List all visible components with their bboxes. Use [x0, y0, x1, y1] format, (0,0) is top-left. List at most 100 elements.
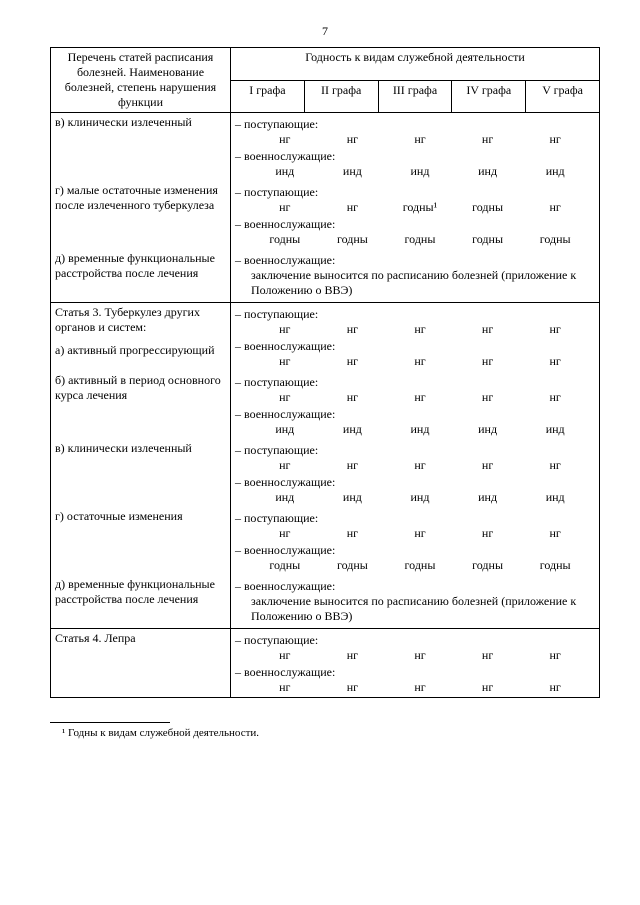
value-cell: инд: [386, 164, 454, 179]
value-row: нгнгнгнгнг: [235, 526, 595, 541]
row-data: – поступающие:нгнггодны¹годнынг– военнос…: [231, 181, 600, 249]
value-cell: инд: [251, 164, 319, 179]
header-label: Перечень статей расписания болезней. Наи…: [51, 48, 231, 113]
value-cell: инд: [521, 422, 589, 437]
value-cell: нг: [521, 680, 589, 695]
value-cell: нг: [319, 200, 387, 215]
value-cell: инд: [454, 164, 522, 179]
value-cell: нг: [521, 322, 589, 337]
table-row: г) малые остаточные изменения после изле…: [51, 181, 600, 249]
value-row: нгнгнгнгнг: [235, 322, 595, 337]
value-row: годныгодныгодныгодныгодны: [235, 232, 595, 247]
value-cell: инд: [386, 422, 454, 437]
value-row: нгнгнгнгнг: [235, 648, 595, 663]
table-row: Статья 4. Лепра – поступающие:нгнгнгнгнг –…: [51, 629, 600, 698]
subgroup-heading: – поступающие:: [235, 375, 595, 390]
table-body: в) клинически излеченный– поступающие:нг…: [51, 113, 600, 698]
row-data: – военнослужащие:заключение выносится по…: [231, 249, 600, 303]
value-cell: годны: [521, 558, 589, 573]
table-row: д) временные функциональные расстройства…: [51, 249, 600, 303]
row-data: – поступающие:нгнгнгнгнг – военнослужащие…: [231, 507, 600, 575]
subgroup-heading: – военнослужащие:: [235, 543, 595, 558]
page: 7 Перечень статей расписания болезней. Н…: [0, 0, 640, 769]
value-cell: нг: [521, 132, 589, 147]
row-data: – военнослужащие:заключение выносится по…: [231, 575, 600, 629]
value-cell: годны: [319, 232, 387, 247]
row-data: – поступающие:нгнгнгнгнг– военнослужащие…: [231, 371, 600, 439]
value-cell: нг: [386, 322, 454, 337]
table-row: в) клинически излеченный– поступающие:нг…: [51, 113, 600, 182]
value-cell: нг: [319, 526, 387, 541]
value-cell: нг: [521, 354, 589, 369]
value-cell: нг: [454, 322, 522, 337]
value-cell: нг: [386, 526, 454, 541]
subgroup-heading: – поступающие:: [235, 185, 595, 200]
value-cell: инд: [319, 422, 387, 437]
value-cell: нг: [251, 458, 319, 473]
value-cell: инд: [251, 422, 319, 437]
value-cell: нг: [319, 322, 387, 337]
table-row: б) активный в период основ­ного курса ле…: [51, 371, 600, 439]
value-row: индиндиндиндинд: [235, 490, 595, 505]
header-group: Годность к видам служебной деятельности: [231, 48, 600, 81]
value-cell: годны: [521, 232, 589, 247]
value-cell: годны: [386, 558, 454, 573]
value-cell: нг: [386, 648, 454, 663]
subgroup-heading: – поступающие:: [235, 511, 595, 526]
subgroup-heading: – поступающие:: [235, 633, 595, 648]
value-cell: нг: [521, 526, 589, 541]
value-cell: годны: [251, 232, 319, 247]
value-cell: инд: [319, 490, 387, 505]
column-header: IV графа: [452, 80, 526, 113]
value-cell: годны: [454, 232, 522, 247]
footnote-separator: [50, 722, 170, 723]
value-cell: нг: [251, 200, 319, 215]
row-data: – поступающие:нгнгнгнгнг– военнослужащие…: [231, 439, 600, 507]
value-cell: нг: [251, 390, 319, 405]
subgroup-heading: – военнослужащие:: [235, 407, 595, 422]
row-label: г) малые остаточные изменения после изле…: [51, 181, 231, 249]
row-data: – поступающие:нгнгнгнгнг– военнослужащие…: [231, 303, 600, 372]
table-row: д) временные функциональные расстройства…: [51, 575, 600, 629]
spanning-note: заключение выносится по расписанию болез…: [235, 268, 595, 300]
subgroup-heading: – поступающие:: [235, 307, 595, 322]
value-cell: инд: [251, 490, 319, 505]
value-cell: нг: [251, 322, 319, 337]
subgroup-heading: – военнослужащие:: [235, 665, 595, 680]
table-row: Статья 3. Туберкулез других органов и си…: [51, 303, 600, 372]
page-number: 7: [50, 24, 600, 39]
table-row: г) остаточные изменения– поступающие:нгн…: [51, 507, 600, 575]
subgroup-heading: – военнослужащие:: [235, 579, 595, 594]
value-cell: годны¹: [386, 200, 454, 215]
row-label: Статья 3. Туберкулез других органов и си…: [51, 303, 231, 372]
table-row: в) клинически излеченный– поступающие:нг…: [51, 439, 600, 507]
value-cell: нг: [319, 458, 387, 473]
value-cell: инд: [454, 422, 522, 437]
value-cell: инд: [319, 164, 387, 179]
value-cell: нг: [521, 200, 589, 215]
value-cell: годны: [251, 558, 319, 573]
value-cell: инд: [454, 490, 522, 505]
value-cell: нг: [386, 132, 454, 147]
value-cell: годны: [319, 558, 387, 573]
footnote: ¹ Годны к видам служебной деятельности.: [50, 727, 600, 739]
subgroup-heading: – военнослужащие:: [235, 253, 595, 268]
row-label: Статья 4. Лепра: [51, 629, 231, 698]
value-cell: нг: [454, 648, 522, 663]
column-header: I графа: [231, 80, 305, 113]
value-row: годныгодныгодныгодныгодны: [235, 558, 595, 573]
row-label: в) клинически излеченный: [51, 113, 231, 182]
value-cell: инд: [521, 164, 589, 179]
value-row: нгнгнгнгнг: [235, 132, 595, 147]
value-cell: нг: [386, 354, 454, 369]
value-cell: нг: [454, 390, 522, 405]
value-cell: инд: [386, 490, 454, 505]
value-cell: нг: [454, 526, 522, 541]
subgroup-heading: – поступающие:: [235, 443, 595, 458]
subgroup-heading: – военнослужащие:: [235, 217, 595, 232]
value-cell: нг: [454, 354, 522, 369]
value-row: нгнгнгнгнг: [235, 390, 595, 405]
column-header: V графа: [526, 80, 600, 113]
value-cell: годны: [454, 558, 522, 573]
value-row: индиндиндиндинд: [235, 422, 595, 437]
